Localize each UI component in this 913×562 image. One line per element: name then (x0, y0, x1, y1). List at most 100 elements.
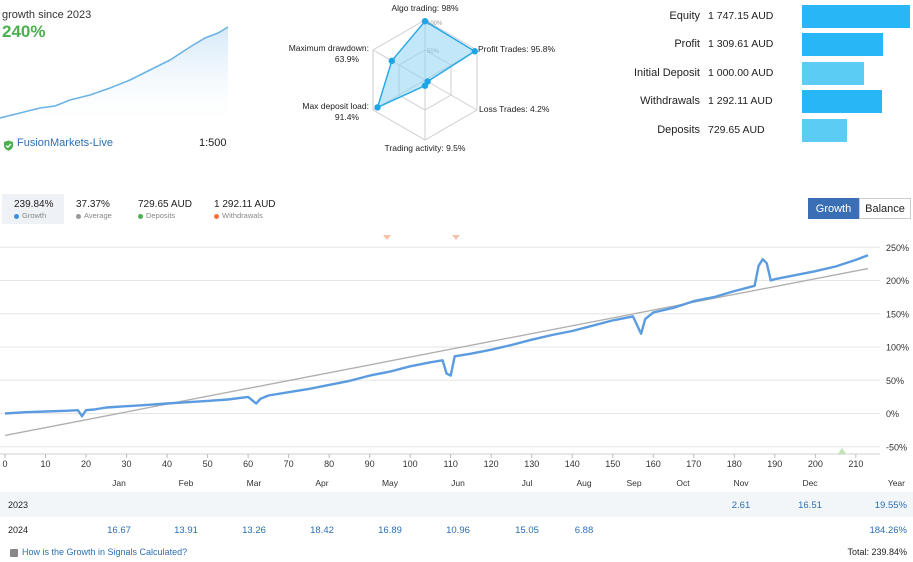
month-header: Sep (626, 478, 642, 488)
radar-value-area (376, 20, 477, 109)
month-value[interactable]: 15.05 (515, 525, 539, 536)
month-header: Aug (576, 478, 592, 488)
stat-value: 239.84% (14, 199, 54, 210)
month-value[interactable]: 16.51 (798, 500, 822, 511)
stat-item[interactable]: 1 292.11 AUD Withdrawals (206, 194, 296, 224)
radar-label: Algo trading: 98% (391, 3, 459, 13)
month-header: Nov (733, 478, 749, 488)
radar-point (471, 48, 478, 55)
row-total: 19.55% (874, 500, 907, 511)
x-tick-label: 150 (605, 459, 620, 469)
month-value[interactable]: 18.42 (310, 525, 334, 536)
x-tick-label: 0 (2, 459, 7, 469)
y-tick-label: -50% (886, 442, 907, 452)
stat-label-text: Average (84, 211, 112, 220)
calculator-icon (10, 549, 18, 557)
x-tick-label: 60 (243, 459, 253, 469)
x-tick-label: 180 (727, 459, 742, 469)
row-total: 184.26% (869, 525, 907, 536)
leverage-value: 1:500 (199, 137, 227, 149)
account-name-link[interactable]: FusionMarkets-Live (17, 137, 113, 149)
x-tick-label: 20 (81, 459, 91, 469)
x-tick-label: 30 (122, 459, 132, 469)
summary-label: Deposits (657, 124, 700, 136)
radar-label-value: 63.9% (335, 54, 360, 64)
stat-item[interactable]: 37.37% Average (68, 194, 124, 224)
x-tick-label: 120 (484, 459, 499, 469)
y-tick-label: 0% (886, 409, 899, 419)
summary-bar (802, 90, 882, 113)
y-tick-label: 100% (886, 343, 909, 353)
month-value[interactable]: 10.96 (446, 525, 470, 536)
month-value[interactable]: 2.61 (731, 500, 751, 511)
shield-check-icon (3, 138, 14, 151)
x-tick-label: 10 (41, 459, 51, 469)
month-header: Jun (451, 478, 465, 488)
month-header: Oct (676, 478, 690, 488)
radar-chart: 100%50%Algo trading: 98%Profit Trades: 9… (289, 3, 556, 153)
x-tick-label: 70 (284, 459, 294, 469)
summary-label: Initial Deposit (633, 67, 700, 79)
deposit-marker-icon[interactable] (838, 448, 846, 454)
radar-point (388, 57, 395, 65)
radar-ring-label-100: 100% (427, 21, 443, 27)
x-tick-label: 90 (365, 459, 375, 469)
stat-label: Deposits (138, 211, 200, 220)
summary-bar (802, 5, 910, 28)
month-value[interactable]: 13.91 (174, 525, 198, 536)
balance-tab-button[interactable]: Balance (859, 198, 911, 219)
x-tick-label: 110 (444, 459, 458, 469)
stat-label-text: Deposits (146, 211, 176, 220)
month-header: Jan (112, 478, 126, 488)
mini-growth-line (0, 26, 229, 119)
x-tick-label: 190 (767, 459, 782, 469)
growth-tab-button[interactable]: Growth (808, 198, 859, 219)
month-header: May (381, 478, 399, 488)
mini-growth-chart (0, 26, 229, 122)
radar-point (421, 18, 429, 25)
stat-label: Withdrawals (214, 211, 296, 220)
radar-axis-line (424, 79, 478, 111)
summary-value: 1 000.00 AUD (708, 67, 774, 79)
month-value[interactable]: 13.26 (242, 525, 266, 536)
growth-since-label: growth since 2023 (2, 9, 92, 21)
monthly-table: Jan Feb Mar Apr May Jun Jul Aug Sep Oct Nov Dec Year… (0, 474, 913, 544)
month-header: Jul (521, 478, 533, 488)
y-tick-label: 150% (886, 309, 909, 319)
stat-legend-dot (14, 213, 19, 219)
month-header: Mar (246, 478, 262, 488)
x-tick-label: 140 (565, 459, 580, 469)
x-tick-label: 40 (162, 459, 172, 469)
growth-calculation-link[interactable]: How is the Growth in Signals Calculated? (22, 547, 188, 557)
trend-line (4, 267, 869, 437)
radar-label: Maximum drawdown: (289, 43, 369, 53)
year-header: Year (887, 478, 905, 488)
x-tick-label: 100 (403, 459, 418, 469)
y-tick-label: 200% (886, 276, 909, 286)
radar-label: Profit Trades: 95.8% (478, 44, 555, 54)
stat-legend-dot (214, 213, 219, 219)
stat-item[interactable]: 729.65 AUD Deposits (130, 194, 200, 224)
y-tick-label: 50% (886, 376, 904, 386)
month-value[interactable]: 6.88 (574, 525, 594, 536)
growth-line (4, 254, 869, 418)
row-year: 2023 (8, 500, 29, 510)
total-growth: Total: 239.84% (847, 547, 907, 557)
month-value[interactable]: 16.67 (107, 525, 131, 536)
stat-item[interactable]: 239.84% Growth (2, 194, 64, 224)
month-header: Dec (802, 478, 818, 488)
month-header: Apr (315, 478, 329, 488)
stats-strip: 239.84% Growth 37.37% Average 729.65 AUD Depo… (0, 194, 400, 228)
summary-bar (802, 62, 864, 85)
month-header: Feb (178, 478, 194, 488)
summary-value: 729.65 AUD (708, 124, 765, 136)
month-value[interactable]: 16.89 (378, 525, 402, 536)
event-marker-icon[interactable] (452, 235, 460, 240)
stat-label: Growth (14, 211, 64, 220)
mini-growth-area (0, 27, 228, 122)
event-marker-icon[interactable] (383, 235, 391, 240)
table-row: 2024 16.67 13.91 13.26 18.42 16.89 10.96 15.05 6… (0, 517, 913, 542)
summary-bar (802, 119, 847, 142)
x-tick-label: 160 (646, 459, 661, 469)
x-tick-label: 170 (686, 459, 701, 469)
